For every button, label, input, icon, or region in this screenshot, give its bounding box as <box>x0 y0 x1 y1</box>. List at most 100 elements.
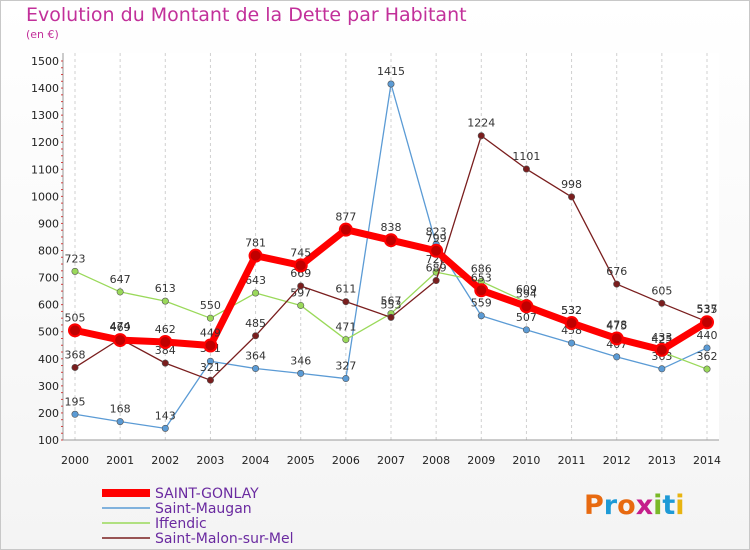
data-point-saint-gonlay <box>338 222 353 237</box>
data-label-saint-malon-sur-mel: 553 <box>381 298 402 311</box>
x-tick-label: 2012 <box>603 454 631 467</box>
data-label-saint-gonlay: 745 <box>290 246 311 259</box>
data-point-iffendic <box>71 267 79 275</box>
y-tick-label: 200 <box>38 407 59 420</box>
data-point-saint-malon-sur-mel <box>161 359 169 367</box>
data-label-saint-maugan: 327 <box>335 360 356 373</box>
data-label-saint-gonlay: 449 <box>200 327 221 340</box>
data-point-iffendic <box>703 365 711 373</box>
y-tick-label: 1100 <box>31 163 59 176</box>
data-label-saint-gonlay: 653 <box>471 271 492 284</box>
data-point-saint-maugan <box>297 369 305 377</box>
data-label-saint-maugan: 1415 <box>377 65 405 78</box>
data-label-saint-malon-sur-mel: 1224 <box>467 117 495 130</box>
logo-letter: x <box>635 490 654 521</box>
proxiti-logo: Proxiti <box>584 490 685 521</box>
data-label-iffendic: 643 <box>245 274 266 287</box>
data-label-saint-malon-sur-mel: 537 <box>697 303 718 316</box>
y-tick-label: 800 <box>38 245 59 258</box>
y-tick-label: 600 <box>38 299 59 312</box>
y-tick-label: 1500 <box>31 55 59 68</box>
y-tick-label: 900 <box>38 217 59 230</box>
data-label-iffendic: 597 <box>290 286 311 299</box>
data-label-saint-malon-sur-mel: 676 <box>606 265 627 278</box>
data-point-saint-maugan <box>387 80 395 88</box>
data-point-saint-malon-sur-mel <box>71 363 79 371</box>
data-point-saint-malon-sur-mel <box>568 193 576 201</box>
x-tick-label: 2008 <box>422 454 450 467</box>
data-point-iffendic <box>206 314 214 322</box>
x-tick-label: 2013 <box>648 454 676 467</box>
data-label-saint-gonlay: 799 <box>426 232 447 245</box>
data-label-saint-gonlay: 469 <box>110 321 131 334</box>
x-tick-label: 2005 <box>287 454 315 467</box>
logo-letter: t <box>662 490 676 521</box>
data-point-saint-maugan <box>116 418 124 426</box>
data-point-saint-gonlay <box>609 331 624 346</box>
data-point-saint-gonlay <box>384 233 398 248</box>
x-tick-label: 2014 <box>693 454 721 467</box>
data-label-saint-maugan: 440 <box>697 329 718 342</box>
y-tick-label: 1300 <box>31 109 59 122</box>
data-point-saint-maugan <box>71 410 79 418</box>
data-point-iffendic <box>116 288 124 296</box>
data-point-saint-maugan <box>161 424 169 432</box>
data-label-saint-maugan: 143 <box>155 409 176 422</box>
data-point-saint-gonlay <box>203 338 218 353</box>
legend-label: Saint-Malon-sur-Mel <box>155 531 293 547</box>
data-point-saint-malon-sur-mel <box>387 313 395 321</box>
data-label-iffendic: 471 <box>335 321 356 334</box>
data-label-saint-maugan: 823 <box>426 225 447 238</box>
data-label-saint-malon-sur-mel: 998 <box>561 178 582 191</box>
y-tick-label: 1400 <box>31 82 59 95</box>
data-label-saint-malon-sur-mel: 669 <box>290 267 311 280</box>
data-label-saint-malon-sur-mel: 474 <box>110 320 131 333</box>
x-tick-label: 2010 <box>512 454 540 467</box>
data-point-iffendic <box>297 301 305 309</box>
data-point-iffendic <box>342 336 350 344</box>
data-label-iffendic: 362 <box>697 350 718 363</box>
data-label-saint-gonlay: 462 <box>155 323 176 336</box>
data-point-saint-maugan <box>522 326 530 334</box>
y-tick-label: 1000 <box>31 190 59 203</box>
legend-label: Saint-Maugan <box>155 501 252 517</box>
x-tick-label: 2011 <box>558 454 586 467</box>
data-point-saint-gonlay <box>113 333 128 348</box>
x-tick-label: 2007 <box>377 454 405 467</box>
data-label-saint-malon-sur-mel: 1101 <box>512 150 540 163</box>
data-point-saint-gonlay <box>519 299 534 314</box>
x-tick-label: 2000 <box>61 454 89 467</box>
data-label-iffendic: 613 <box>155 282 176 295</box>
legend-label: SAINT-GONLAY <box>155 486 259 502</box>
y-tick-label: 100 <box>38 434 59 447</box>
data-point-saint-maugan <box>206 357 214 365</box>
data-label-saint-maugan: 559 <box>471 297 492 310</box>
data-point-saint-gonlay <box>654 342 669 357</box>
x-tick-label: 2004 <box>242 454 270 467</box>
data-point-saint-malon-sur-mel <box>342 298 350 306</box>
data-label-saint-malon-sur-mel: 321 <box>200 361 221 374</box>
data-point-saint-gonlay <box>474 283 489 298</box>
y-tick-label: 700 <box>38 272 59 285</box>
data-label-iffendic: 567 <box>381 295 402 308</box>
data-point-saint-gonlay <box>158 335 173 350</box>
data-label-saint-malon-sur-mel: 368 <box>65 348 86 361</box>
x-tick-label: 2003 <box>196 454 224 467</box>
data-label-saint-gonlay: 475 <box>606 319 627 332</box>
data-point-saint-gonlay <box>248 248 263 263</box>
x-tick-label: 2001 <box>106 454 134 467</box>
data-point-saint-maugan <box>703 344 711 352</box>
y-tick-label: 300 <box>38 380 59 393</box>
y-tick-label: 400 <box>38 353 59 366</box>
data-label-saint-malon-sur-mel: 384 <box>155 344 176 357</box>
data-label-saint-gonlay: 877 <box>335 211 356 224</box>
data-label-saint-gonlay: 433 <box>651 331 672 344</box>
data-label-saint-gonlay: 505 <box>65 311 86 324</box>
x-tick-label: 2009 <box>467 454 495 467</box>
data-label-saint-maugan: 195 <box>65 395 86 408</box>
data-point-saint-gonlay <box>429 243 444 258</box>
logo-letter: P <box>584 490 604 521</box>
data-label-saint-malon-sur-mel: 689 <box>426 262 447 275</box>
data-point-saint-malon-sur-mel <box>658 299 666 307</box>
